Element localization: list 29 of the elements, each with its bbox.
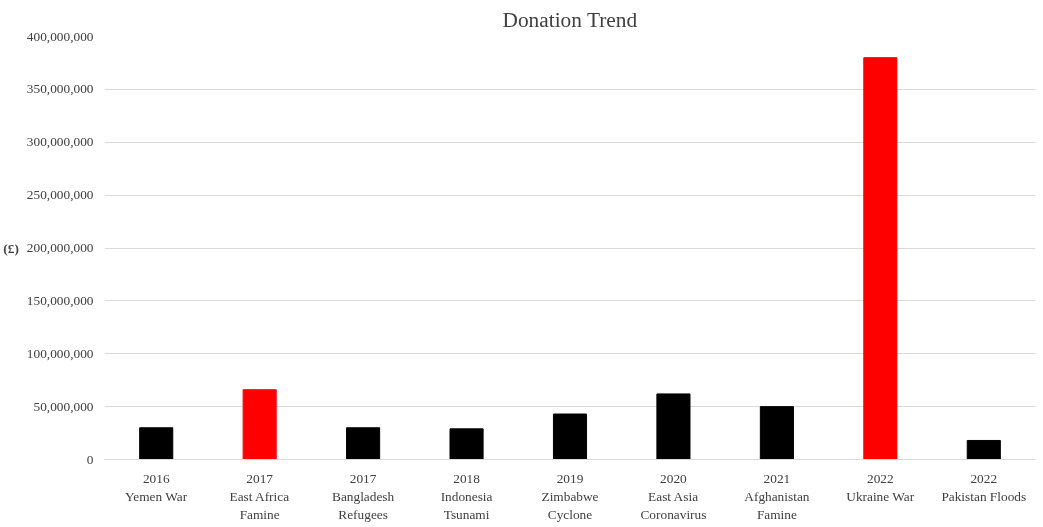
y-tick-label: 150,000,000 <box>26 292 94 308</box>
bar <box>552 413 588 460</box>
x-tick-label: 2022 Ukraine War <box>846 470 915 504</box>
x-tick-label: 2016 Yemen War <box>125 470 188 504</box>
y-tick-label: 0 <box>86 451 94 467</box>
x-tick-label: 2019 Zimbabwe Cyclone <box>541 470 599 522</box>
y-tick-label: 100,000,000 <box>26 345 94 361</box>
chart-title: Donation Trend <box>502 7 638 32</box>
bar <box>139 427 174 460</box>
bar <box>863 57 898 460</box>
x-tick-label: 2020 East Asia Coronavirus <box>640 470 707 522</box>
x-tick-label: 2021 Afghanistan Famine <box>744 470 810 522</box>
y-tick-label: 400,000,000 <box>26 28 94 44</box>
y-tick-label: 50,000,000 <box>33 398 94 414</box>
y-tick-label: 250,000,000 <box>26 187 94 203</box>
bar <box>449 428 484 460</box>
y-axis-title: (£) <box>3 240 19 256</box>
y-tick-label: 300,000,000 <box>26 134 94 150</box>
bar <box>346 427 381 460</box>
x-tick-label: 2022 Pakistan Floods <box>941 470 1027 504</box>
x-tick-label: 2018 Indonesia Tsunami <box>440 470 493 522</box>
bar <box>966 439 1001 460</box>
bar <box>759 406 794 460</box>
y-tick-label: 200,000,000 <box>26 240 94 255</box>
bar <box>242 389 277 460</box>
y-tick-label: 350,000,000 <box>26 81 94 97</box>
x-tick-label: 2017 East Africa Famine <box>229 470 290 522</box>
bar <box>656 393 691 460</box>
x-tick-label: 2017 Bangladesh Refugees <box>332 470 395 522</box>
